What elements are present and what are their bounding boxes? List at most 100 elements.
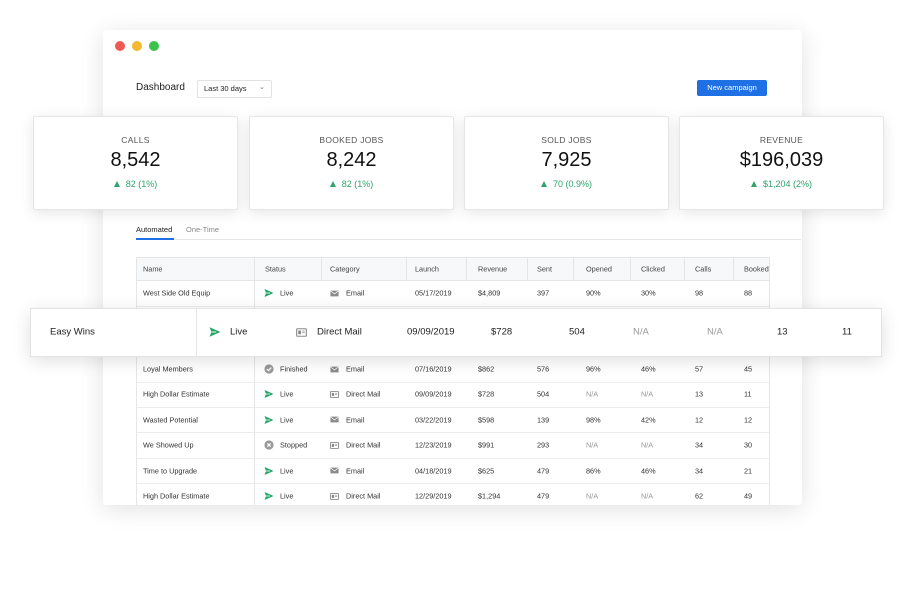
column-divider	[196, 309, 197, 356]
campaign-name[interactable]: Time to Upgrade	[143, 466, 198, 476]
table-cell: 13	[695, 389, 704, 399]
stat-label: REVENUE	[759, 135, 804, 145]
table-cell: Email	[346, 288, 365, 298]
table-cell: 45	[744, 364, 753, 374]
table-cell: 12	[744, 415, 753, 425]
column-header[interactable]: Launch	[415, 264, 439, 274]
table-cell: 13	[777, 326, 788, 338]
table-cell: 86%	[586, 466, 601, 476]
stat-value: 8,242	[326, 149, 377, 171]
table-cell: N/A	[707, 326, 723, 338]
campaign-name[interactable]: Loyal Members	[143, 364, 193, 374]
campaign-name[interactable]: High Dollar Estimate	[143, 491, 210, 501]
highlighted-row[interactable]: Easy Wins Live Direct Mail 09/09/2019 $728 50…	[30, 308, 882, 357]
table-header	[137, 258, 769, 281]
plane-icon	[264, 390, 274, 399]
stat-card: BOOKED JOBS 8,242 82 (1%)	[249, 116, 454, 210]
campaign-name[interactable]: West Side Old Equip	[143, 288, 211, 298]
stat-delta: 70 (0.9%)	[552, 179, 593, 189]
table-cell: 42%	[641, 415, 656, 425]
column-header[interactable]: Sent	[537, 264, 553, 274]
table-cell: $625	[478, 466, 495, 476]
minimize-dot[interactable]	[132, 41, 142, 51]
table-cell: 479	[537, 466, 550, 476]
table-cell: 34	[695, 466, 704, 476]
column-header[interactable]: Opened	[586, 264, 612, 274]
range-dropdown[interactable]: Last 30 days ⌄	[197, 80, 272, 98]
tab-rule	[136, 239, 801, 240]
table-cell: $728	[491, 326, 513, 338]
app-window: Dashboard Last 30 days ⌄ New campaign Aut…	[103, 30, 802, 505]
up-arrow	[540, 181, 547, 187]
table-cell: 90%	[586, 288, 601, 298]
column-header[interactable]: Calls	[695, 264, 712, 274]
table-cell: 11	[744, 389, 752, 399]
table-cell: 57	[695, 364, 704, 374]
table-cell: $728	[478, 389, 495, 399]
stat-card: SOLD JOBS 7,925 70 (0.9%)	[464, 116, 669, 210]
mail-icon	[330, 492, 339, 500]
row-rule	[137, 483, 769, 485]
email-icon	[330, 416, 339, 423]
table-cell: N/A	[633, 326, 649, 338]
email-icon	[330, 467, 339, 474]
plane-icon	[264, 415, 274, 424]
row-rule	[137, 406, 769, 408]
table-cell: Direct Mail	[346, 491, 381, 501]
table-cell: 12/23/2019	[415, 440, 452, 450]
table-cell: 03/22/2019	[415, 415, 452, 425]
table-cell: 46%	[641, 364, 656, 374]
table-cell: Live	[280, 288, 294, 298]
table-cell: 05/17/2019	[415, 288, 452, 298]
column-divider	[733, 258, 734, 280]
column-header[interactable]: Booked	[744, 264, 769, 274]
table-cell: 397	[537, 288, 550, 298]
column-header[interactable]: Status	[265, 264, 286, 274]
table-cell: 504	[537, 389, 550, 399]
tab[interactable]: One-Time	[186, 225, 220, 234]
campaign-name[interactable]: We Showed Up	[143, 440, 194, 450]
tab[interactable]: Automated	[136, 225, 173, 234]
tab-underline	[136, 238, 174, 240]
table-cell: 09/09/2019	[407, 326, 455, 338]
up-arrow	[113, 181, 120, 187]
table-cell: Email	[346, 364, 365, 374]
table-cell: N/A	[641, 491, 654, 501]
table-cell: Live	[280, 389, 294, 399]
table-cell: 49	[744, 491, 753, 501]
table-cell: Live	[280, 491, 294, 501]
table-cell: 30%	[641, 288, 656, 298]
table-cell: $1,294	[478, 491, 501, 501]
email-icon	[330, 366, 339, 372]
table-cell: 98%	[586, 415, 601, 425]
column-header[interactable]: Name	[143, 264, 163, 274]
email-icon	[330, 290, 339, 296]
plane-icon	[264, 492, 274, 500]
table-cell: 30	[744, 440, 753, 450]
check-icon	[264, 364, 274, 374]
table-cell: Live	[280, 466, 294, 476]
stat-delta: 82 (1%)	[341, 179, 374, 189]
table-cell: N/A	[586, 440, 599, 450]
stat-delta: $1,204 (2%)	[762, 179, 813, 189]
stat-label: SOLD JOBS	[541, 135, 592, 145]
maximize-dot[interactable]	[149, 41, 159, 51]
column-header[interactable]: Revenue	[478, 264, 508, 274]
column-header[interactable]: Clicked	[641, 264, 665, 274]
campaign-name[interactable]: Wasted Potential	[143, 415, 198, 425]
table-cell: $991	[478, 440, 495, 450]
page-title: Dashboard	[136, 82, 185, 93]
column-divider	[406, 258, 407, 280]
up-arrow	[750, 181, 757, 187]
table-cell: Finished	[280, 364, 308, 374]
campaign-name[interactable]: High Dollar Estimate	[143, 389, 210, 399]
plane-icon	[209, 327, 221, 337]
column-divider	[573, 258, 574, 280]
close-dot[interactable]	[115, 41, 125, 51]
stat-delta-row: 70 (0.9%)	[465, 179, 668, 189]
column-header[interactable]: Category	[330, 264, 360, 274]
mail-icon	[296, 327, 307, 337]
table-cell: Live	[230, 326, 248, 338]
new-campaign-button[interactable]: New campaign	[697, 80, 767, 96]
campaign-table: Name Status Category Launch Revenue Sent Opene…	[136, 257, 770, 505]
